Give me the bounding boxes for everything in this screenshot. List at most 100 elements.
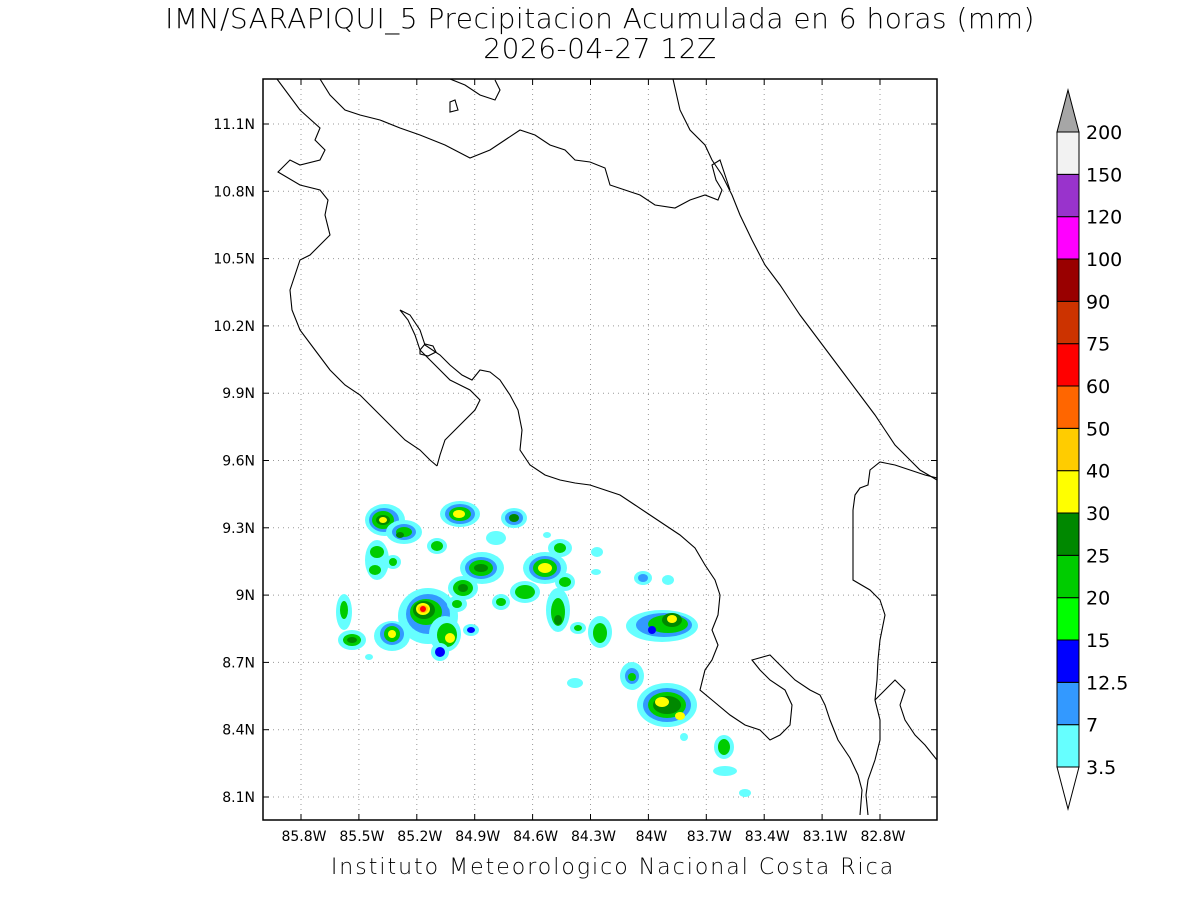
lon-tick-label: 83.7W	[687, 829, 732, 845]
footer-credit: Instituto Meteorologico Nacional Costa R…	[330, 855, 896, 880]
lon-tick-label: 82.8W	[860, 829, 905, 845]
nicaragua-border	[276, 79, 438, 467]
colorbar-label: 20	[1086, 588, 1110, 610]
rain-cell	[486, 531, 506, 545]
rain-cell	[492, 594, 510, 610]
rain-cell	[429, 616, 461, 652]
lon-tick-label: 84.3W	[571, 829, 616, 845]
colorbar-label: 3.5	[1086, 757, 1116, 779]
lat-tick-label: 10.5N	[213, 252, 255, 268]
colorbar-swatch	[1056, 512, 1080, 556]
colorbar-min-arrow	[1056, 766, 1080, 811]
colorbar-swatch	[1056, 216, 1080, 260]
colorbar-label: 120	[1086, 207, 1122, 229]
colorbar-label: 200	[1086, 122, 1122, 144]
colorbar-swatch	[1056, 385, 1080, 429]
lat-tick-label: 11.1N	[213, 117, 255, 133]
rain-cell	[386, 520, 422, 544]
rain-cell	[739, 789, 751, 797]
rain-cell	[427, 538, 447, 554]
lon-tick-label: 84.9W	[455, 829, 500, 845]
rain-cell	[626, 610, 698, 642]
map-frame	[262, 78, 938, 821]
colorbar-label: 50	[1086, 418, 1110, 440]
rain-cell	[713, 766, 737, 776]
longitude-axis: 85.8W 85.5W 85.2W 84.9W 84.6W 84.3W 84W 83.7W 83…	[281, 79, 906, 845]
rain-cell	[365, 532, 688, 741]
colorbar-swatch	[1056, 681, 1080, 726]
rain-cell	[501, 508, 527, 528]
rain-cell	[510, 581, 540, 603]
rain-cell	[385, 555, 401, 569]
lon-tick-label: 85.5W	[339, 829, 384, 845]
coastline	[276, 79, 937, 816]
peninsula-tip	[865, 679, 906, 816]
rain-cell	[447, 596, 467, 612]
colorbar-label: 150	[1086, 164, 1122, 186]
lat-tick-label: 10.2N	[213, 319, 255, 335]
rain-cell	[546, 588, 570, 632]
colorbar: 3.5 7 12.5 15 20 25 30 40 50 60 75 90 100 120 150 200	[1056, 88, 1128, 811]
rain-cell	[714, 735, 734, 759]
rain-cell	[336, 594, 352, 630]
lat-tick-label: 8.1N	[222, 790, 255, 806]
lat-tick-label: 9.3N	[222, 521, 255, 537]
lon-tick-label: 84W	[636, 829, 668, 845]
lat-tick-label: 8.7N	[222, 655, 255, 671]
rain-cell	[374, 621, 410, 651]
rain-cell	[398, 588, 458, 644]
colorbar-swatch	[1056, 343, 1080, 387]
colorbar-label: 40	[1086, 461, 1110, 483]
rain-cell	[548, 539, 572, 557]
panama-border	[852, 461, 937, 701]
colorbar-label: 7	[1086, 715, 1098, 737]
lat-tick-label: 10.8N	[213, 184, 255, 200]
caribbean-coast	[672, 79, 937, 481]
lon-tick-label: 83.1W	[803, 829, 848, 845]
colorbar-swatch	[1056, 597, 1080, 641]
colorbar-label: 30	[1086, 503, 1110, 525]
nicoya-lake	[419, 343, 437, 357]
lat-tick-label: 9.6N	[222, 454, 255, 470]
lat-tick-label: 9N	[236, 588, 255, 604]
colorbar-swatch	[1056, 470, 1080, 514]
colorbar-swatch	[1056, 639, 1080, 683]
rain-cell	[591, 547, 603, 557]
colorbar-label: 60	[1086, 376, 1110, 398]
colorbar-swatch	[1056, 427, 1080, 472]
rain-cell	[570, 622, 586, 634]
colorbar-max-arrow	[1056, 88, 1080, 133]
rain-cell	[338, 630, 366, 650]
colorbar-label: 15	[1086, 630, 1110, 652]
rain-cell	[431, 643, 449, 661]
rain-cell	[463, 624, 479, 636]
rain-cell	[555, 573, 575, 591]
colorbar-label: 90	[1086, 291, 1110, 313]
lon-tick-label: 85.2W	[397, 829, 442, 845]
chart-title: IMN/SARAPIQUI_5 Precipitacion Acumulada …	[165, 2, 1035, 35]
precipitation-field	[336, 501, 751, 797]
colorbar-label: 100	[1086, 249, 1122, 271]
gridlines	[263, 79, 937, 820]
colorbar-label: 75	[1086, 334, 1110, 356]
lon-tick-label: 83.4W	[745, 829, 790, 845]
lake-nicaragua	[449, 79, 501, 101]
colorbar-swatch	[1056, 300, 1080, 345]
rain-cell	[567, 678, 583, 688]
lon-tick-label: 84.6W	[513, 829, 558, 845]
colorbar-swatch	[1056, 131, 1080, 175]
lon-tick-label: 85.8W	[281, 829, 326, 845]
panama-pacific	[899, 704, 937, 761]
rain-cell	[365, 540, 389, 580]
lake-nicaragua-island	[449, 99, 459, 113]
colorbar-label: 12.5	[1086, 672, 1128, 694]
rain-cell	[637, 683, 697, 727]
colorbar-label: 25	[1086, 545, 1110, 567]
chart-subtitle: 2026-04-27 12Z	[483, 32, 717, 65]
rain-cell	[620, 662, 644, 690]
colorbar-swatch	[1056, 554, 1080, 599]
nicoya-coast	[399, 309, 863, 816]
colorbar-swatch	[1056, 258, 1080, 302]
rain-cell	[448, 576, 478, 600]
colorbar-swatch	[1056, 173, 1080, 218]
